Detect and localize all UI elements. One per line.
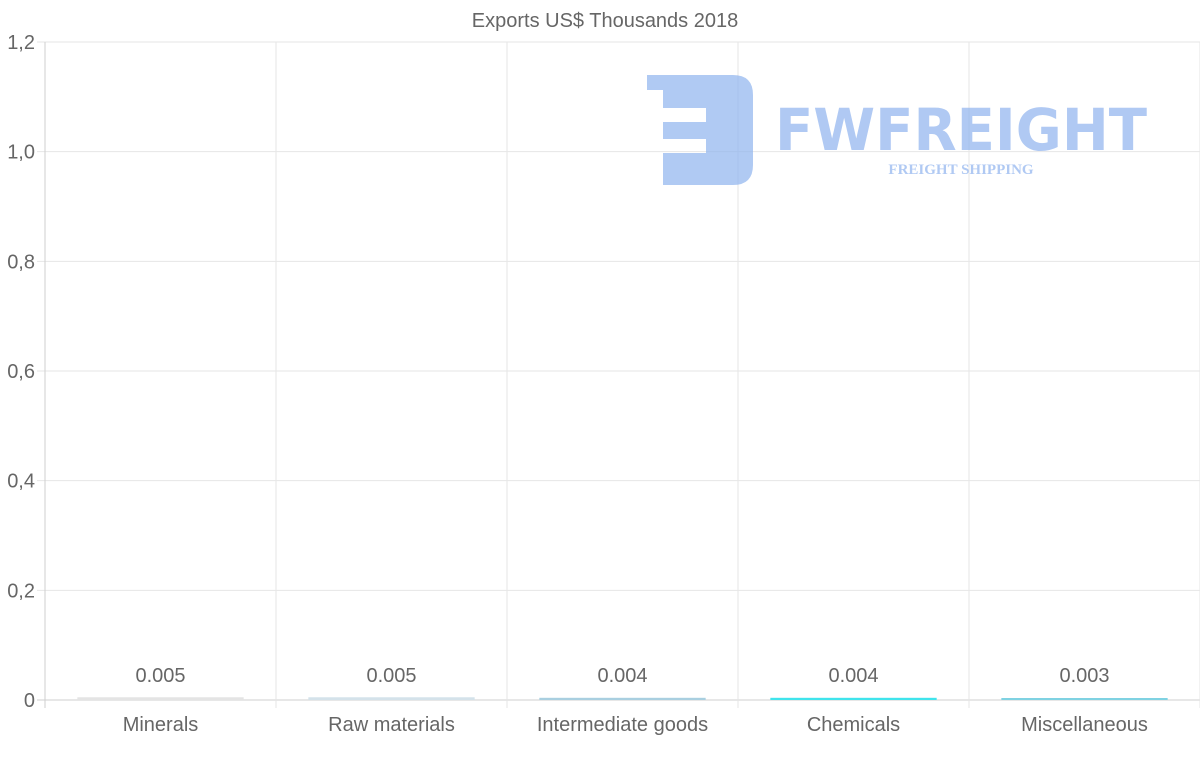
bar-raw-materials: [308, 697, 475, 700]
bar-intermediate-goods: [539, 697, 706, 700]
y-tick-label: 1,0: [7, 142, 35, 164]
chart-title: Exports US$ Thousands 2018: [472, 10, 738, 32]
x-axis-ticks: Minerals Raw materials Intermediate goods C…: [123, 714, 1148, 736]
data-label: 0.005: [135, 665, 185, 687]
watermark-tagline: FREIGHT SHIPPING: [888, 162, 1033, 178]
fwfreight-watermark: FWFREIGHT FREIGHT SHIPPING: [647, 75, 1147, 185]
data-label: 0.003: [1059, 665, 1109, 687]
y-tick-label: 0,6: [7, 361, 35, 383]
bars: [77, 697, 1168, 700]
data-label: 0.004: [597, 665, 647, 687]
bar-minerals: [77, 697, 244, 700]
data-label: 0.004: [828, 665, 878, 687]
bar-miscellaneous: [1001, 698, 1168, 700]
x-tick-label: Intermediate goods: [537, 714, 708, 736]
bar-chemicals: [770, 697, 937, 700]
fwfreight-logo-icon: [647, 75, 753, 185]
y-tick-label: 0: [24, 690, 35, 712]
x-tick-label: Miscellaneous: [1021, 714, 1148, 736]
y-tick-label: 0,8: [7, 251, 35, 273]
watermark-brand: FWFREIGHT: [775, 96, 1147, 164]
data-label: 0.005: [366, 665, 416, 687]
x-tick-label: Chemicals: [807, 714, 900, 736]
x-tick-label: Raw materials: [328, 714, 455, 736]
y-tick-label: 0,4: [7, 471, 35, 493]
y-tick-label: 0,2: [7, 580, 35, 602]
y-tick-label: 1,2: [7, 32, 35, 54]
y-axis-ticks: 0 0,2 0,4 0,6 0,8 1,0 1,2: [7, 32, 35, 712]
x-tick-label: Minerals: [123, 714, 199, 736]
data-labels: 0.005 0.005 0.004 0.004 0.003: [135, 665, 1109, 687]
